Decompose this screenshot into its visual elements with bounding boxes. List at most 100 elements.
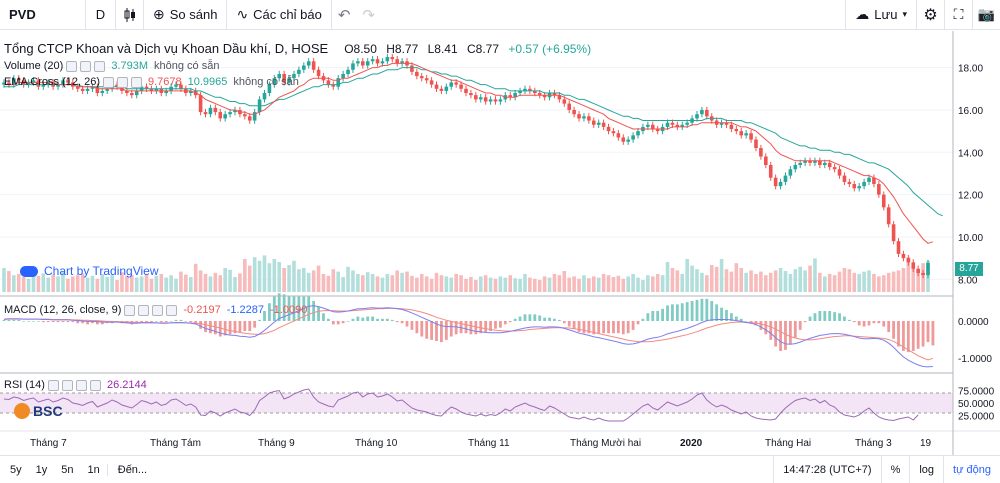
macd-hist-bar xyxy=(361,317,365,321)
macd-hist-bar xyxy=(926,321,930,343)
volume-bar xyxy=(665,262,670,292)
snapshot-button[interactable]: 📷 xyxy=(972,0,1000,30)
settings-icon[interactable] xyxy=(138,304,150,316)
save-button[interactable]: ☁ Lưu ▾ xyxy=(845,0,916,30)
settings-icon[interactable] xyxy=(116,76,128,88)
candle-body xyxy=(759,148,763,157)
macd-hist-bar xyxy=(725,309,728,321)
volume-bar xyxy=(778,268,783,292)
macd-hist-bar xyxy=(336,321,340,325)
macd-hist-bar xyxy=(272,296,276,321)
candle-body xyxy=(680,124,685,127)
eye-icon[interactable] xyxy=(102,76,114,88)
log-scale-button[interactable]: log xyxy=(909,455,943,483)
volume-bar xyxy=(41,273,46,292)
candle-body xyxy=(695,114,699,119)
macd-hist-bar xyxy=(582,321,586,334)
volume-bar xyxy=(410,275,414,292)
time-tick-label: 19 xyxy=(920,438,932,449)
settings-icon[interactable] xyxy=(61,379,73,391)
more-icon[interactable] xyxy=(166,304,178,316)
candle-body xyxy=(415,71,419,77)
macd-hist-bar xyxy=(479,321,483,334)
macd-hist-bar xyxy=(454,321,458,335)
candle-body xyxy=(881,194,886,208)
macd-hist-bar xyxy=(769,321,773,340)
fullscreen-button[interactable]: ⛶ xyxy=(944,0,972,30)
macd-hist-bar xyxy=(381,318,384,321)
eye-icon[interactable] xyxy=(124,304,136,316)
volume-bar xyxy=(164,277,168,292)
close-icon[interactable] xyxy=(94,60,106,72)
candle-body xyxy=(729,124,734,130)
volume-bar xyxy=(591,276,596,292)
macd-hist-bar xyxy=(464,321,468,334)
compare-button[interactable]: ⊕ So sánh xyxy=(144,0,228,30)
macd-hist-bar xyxy=(371,316,375,321)
macd-hist-bar xyxy=(715,304,719,321)
macd-hist-bar xyxy=(700,298,704,321)
macd-hist-bar xyxy=(410,321,414,330)
candle-body xyxy=(764,156,768,165)
macd-hist-bar xyxy=(351,318,355,321)
macd-hist-bar xyxy=(680,303,684,321)
candle-body xyxy=(375,59,380,64)
close-icon[interactable] xyxy=(75,379,87,391)
undo-icon[interactable]: ↶ xyxy=(337,6,351,24)
indicators-button[interactable]: ∿ Các chỉ báo xyxy=(227,0,332,30)
candle-body xyxy=(808,160,812,163)
rsi-legend[interactable]: RSI (14) 26.2144 xyxy=(4,379,147,391)
ema-legend[interactable]: EMA Cross (12, 26) 9.7678 10.9965 không … xyxy=(4,76,299,88)
close-icon[interactable] xyxy=(152,304,164,316)
candle-body xyxy=(533,90,537,94)
volume-bar xyxy=(105,277,110,292)
candle-body xyxy=(572,109,576,115)
macd-hist-bar xyxy=(199,321,202,329)
range-1d-button[interactable]: 1n xyxy=(87,463,100,476)
candle-body xyxy=(906,258,911,263)
settings-icon[interactable] xyxy=(80,60,92,72)
volume-bar xyxy=(700,272,704,292)
candle-body xyxy=(464,88,468,94)
close-icon[interactable] xyxy=(130,76,142,88)
settings-button[interactable]: ⚙ xyxy=(916,0,944,30)
goto-date-button[interactable]: Đến... xyxy=(106,463,154,476)
symbol-search-button[interactable]: PVD xyxy=(0,0,86,30)
volume-bar xyxy=(906,257,911,292)
candle-body xyxy=(493,99,498,102)
candle-body xyxy=(739,131,744,136)
macd-hist-bar xyxy=(553,318,556,321)
clock-time[interactable]: 14:47:28 (UTC+7) xyxy=(773,455,880,483)
volume-bar xyxy=(616,275,621,292)
fullscreen-icon: ⛶ xyxy=(953,6,964,22)
percent-scale-button[interactable]: % xyxy=(880,455,910,483)
auto-scale-button[interactable]: tự động xyxy=(943,455,1000,483)
range-5d-button[interactable]: 5n xyxy=(61,463,74,476)
chart-type-button[interactable] xyxy=(116,0,144,30)
interval-button[interactable]: D xyxy=(86,0,116,30)
macd-hist-bar xyxy=(204,321,207,333)
eye-icon[interactable] xyxy=(47,379,59,391)
volume-bar xyxy=(528,277,532,292)
range-5y-button[interactable]: 5y xyxy=(10,463,22,476)
candle-body xyxy=(665,122,670,127)
volume-bar xyxy=(120,272,124,292)
candle-body xyxy=(606,126,611,132)
candle-body xyxy=(744,133,748,136)
volume-legend[interactable]: Volume (20) 3.793M không có sẵn xyxy=(4,60,219,72)
volume-bar xyxy=(606,275,611,292)
macd-hist-bar xyxy=(739,318,743,321)
eye-icon[interactable] xyxy=(66,60,78,72)
redo-icon[interactable]: ↷ xyxy=(362,6,375,24)
candle-body xyxy=(247,116,252,121)
more-icon[interactable] xyxy=(89,379,101,391)
range-1y-button[interactable]: 1y xyxy=(35,463,48,476)
volume-bar xyxy=(881,275,886,292)
tradingview-watermark[interactable]: Chart by TradingView xyxy=(20,264,159,278)
candle-body xyxy=(336,78,341,87)
macd-legend[interactable]: MACD (12, 26, close, 9) -0.2197 -1.2287 … xyxy=(4,304,307,316)
macd-hist-bar xyxy=(253,321,257,328)
candle-body xyxy=(778,181,783,187)
candle-body xyxy=(395,59,399,64)
